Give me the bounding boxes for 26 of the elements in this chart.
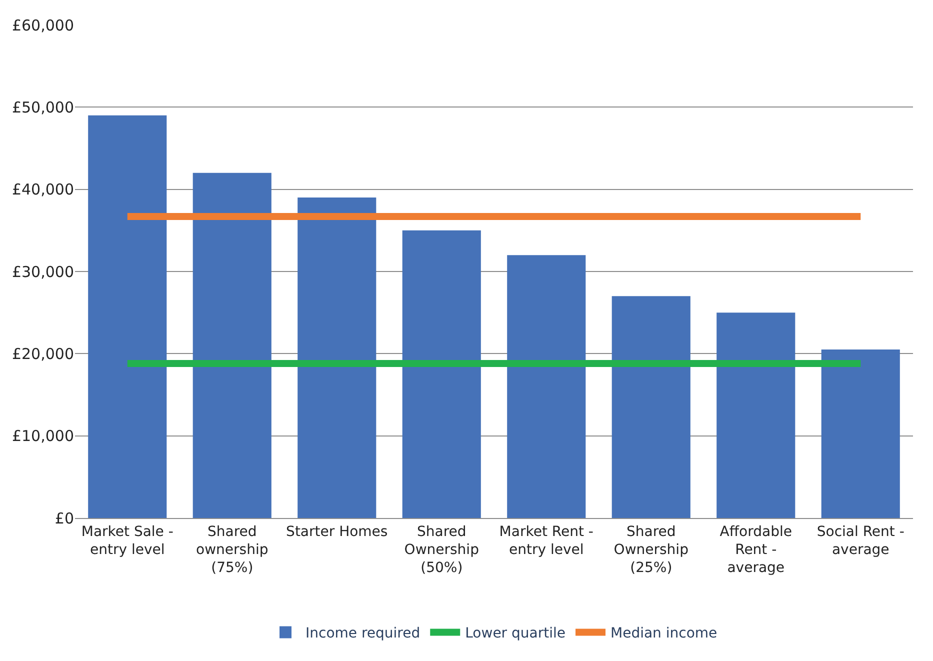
legend-label: Lower quartile	[465, 626, 566, 642]
y-tick-label: £10,000	[12, 427, 74, 446]
bar	[192, 172, 272, 518]
y-tick-label: £20,000	[12, 344, 74, 363]
x-tick-label: Market Rent - entry level	[499, 524, 594, 558]
x-tick-label: Social Rent - average	[816, 524, 904, 558]
x-tick-label: Shared Ownership (50%)	[404, 524, 480, 576]
y-tick-label: £40,000	[12, 180, 74, 199]
y-tick-label: £30,000	[12, 262, 74, 281]
x-tick-label: Affordable Rent - average	[720, 524, 792, 576]
bar	[507, 255, 586, 518]
legend-label: Income required	[306, 626, 420, 642]
y-tick-label: £60,000	[12, 16, 74, 34]
bar	[612, 296, 690, 518]
bar	[298, 198, 376, 518]
legend-label: Median income	[610, 626, 718, 642]
y-tick-label: £0	[54, 509, 74, 528]
bar	[716, 312, 796, 518]
x-tick-label: Shared Ownership (25%)	[614, 524, 689, 576]
x-tick-label: Market Sale - entry level	[81, 524, 174, 558]
bar	[88, 115, 167, 518]
x-tick-label: Shared ownership (75%)	[196, 524, 268, 576]
y-tick-label: £50,000	[12, 98, 74, 116]
bar	[821, 350, 900, 518]
x-tick-label: Starter Homes	[286, 524, 388, 540]
bar	[402, 230, 481, 518]
